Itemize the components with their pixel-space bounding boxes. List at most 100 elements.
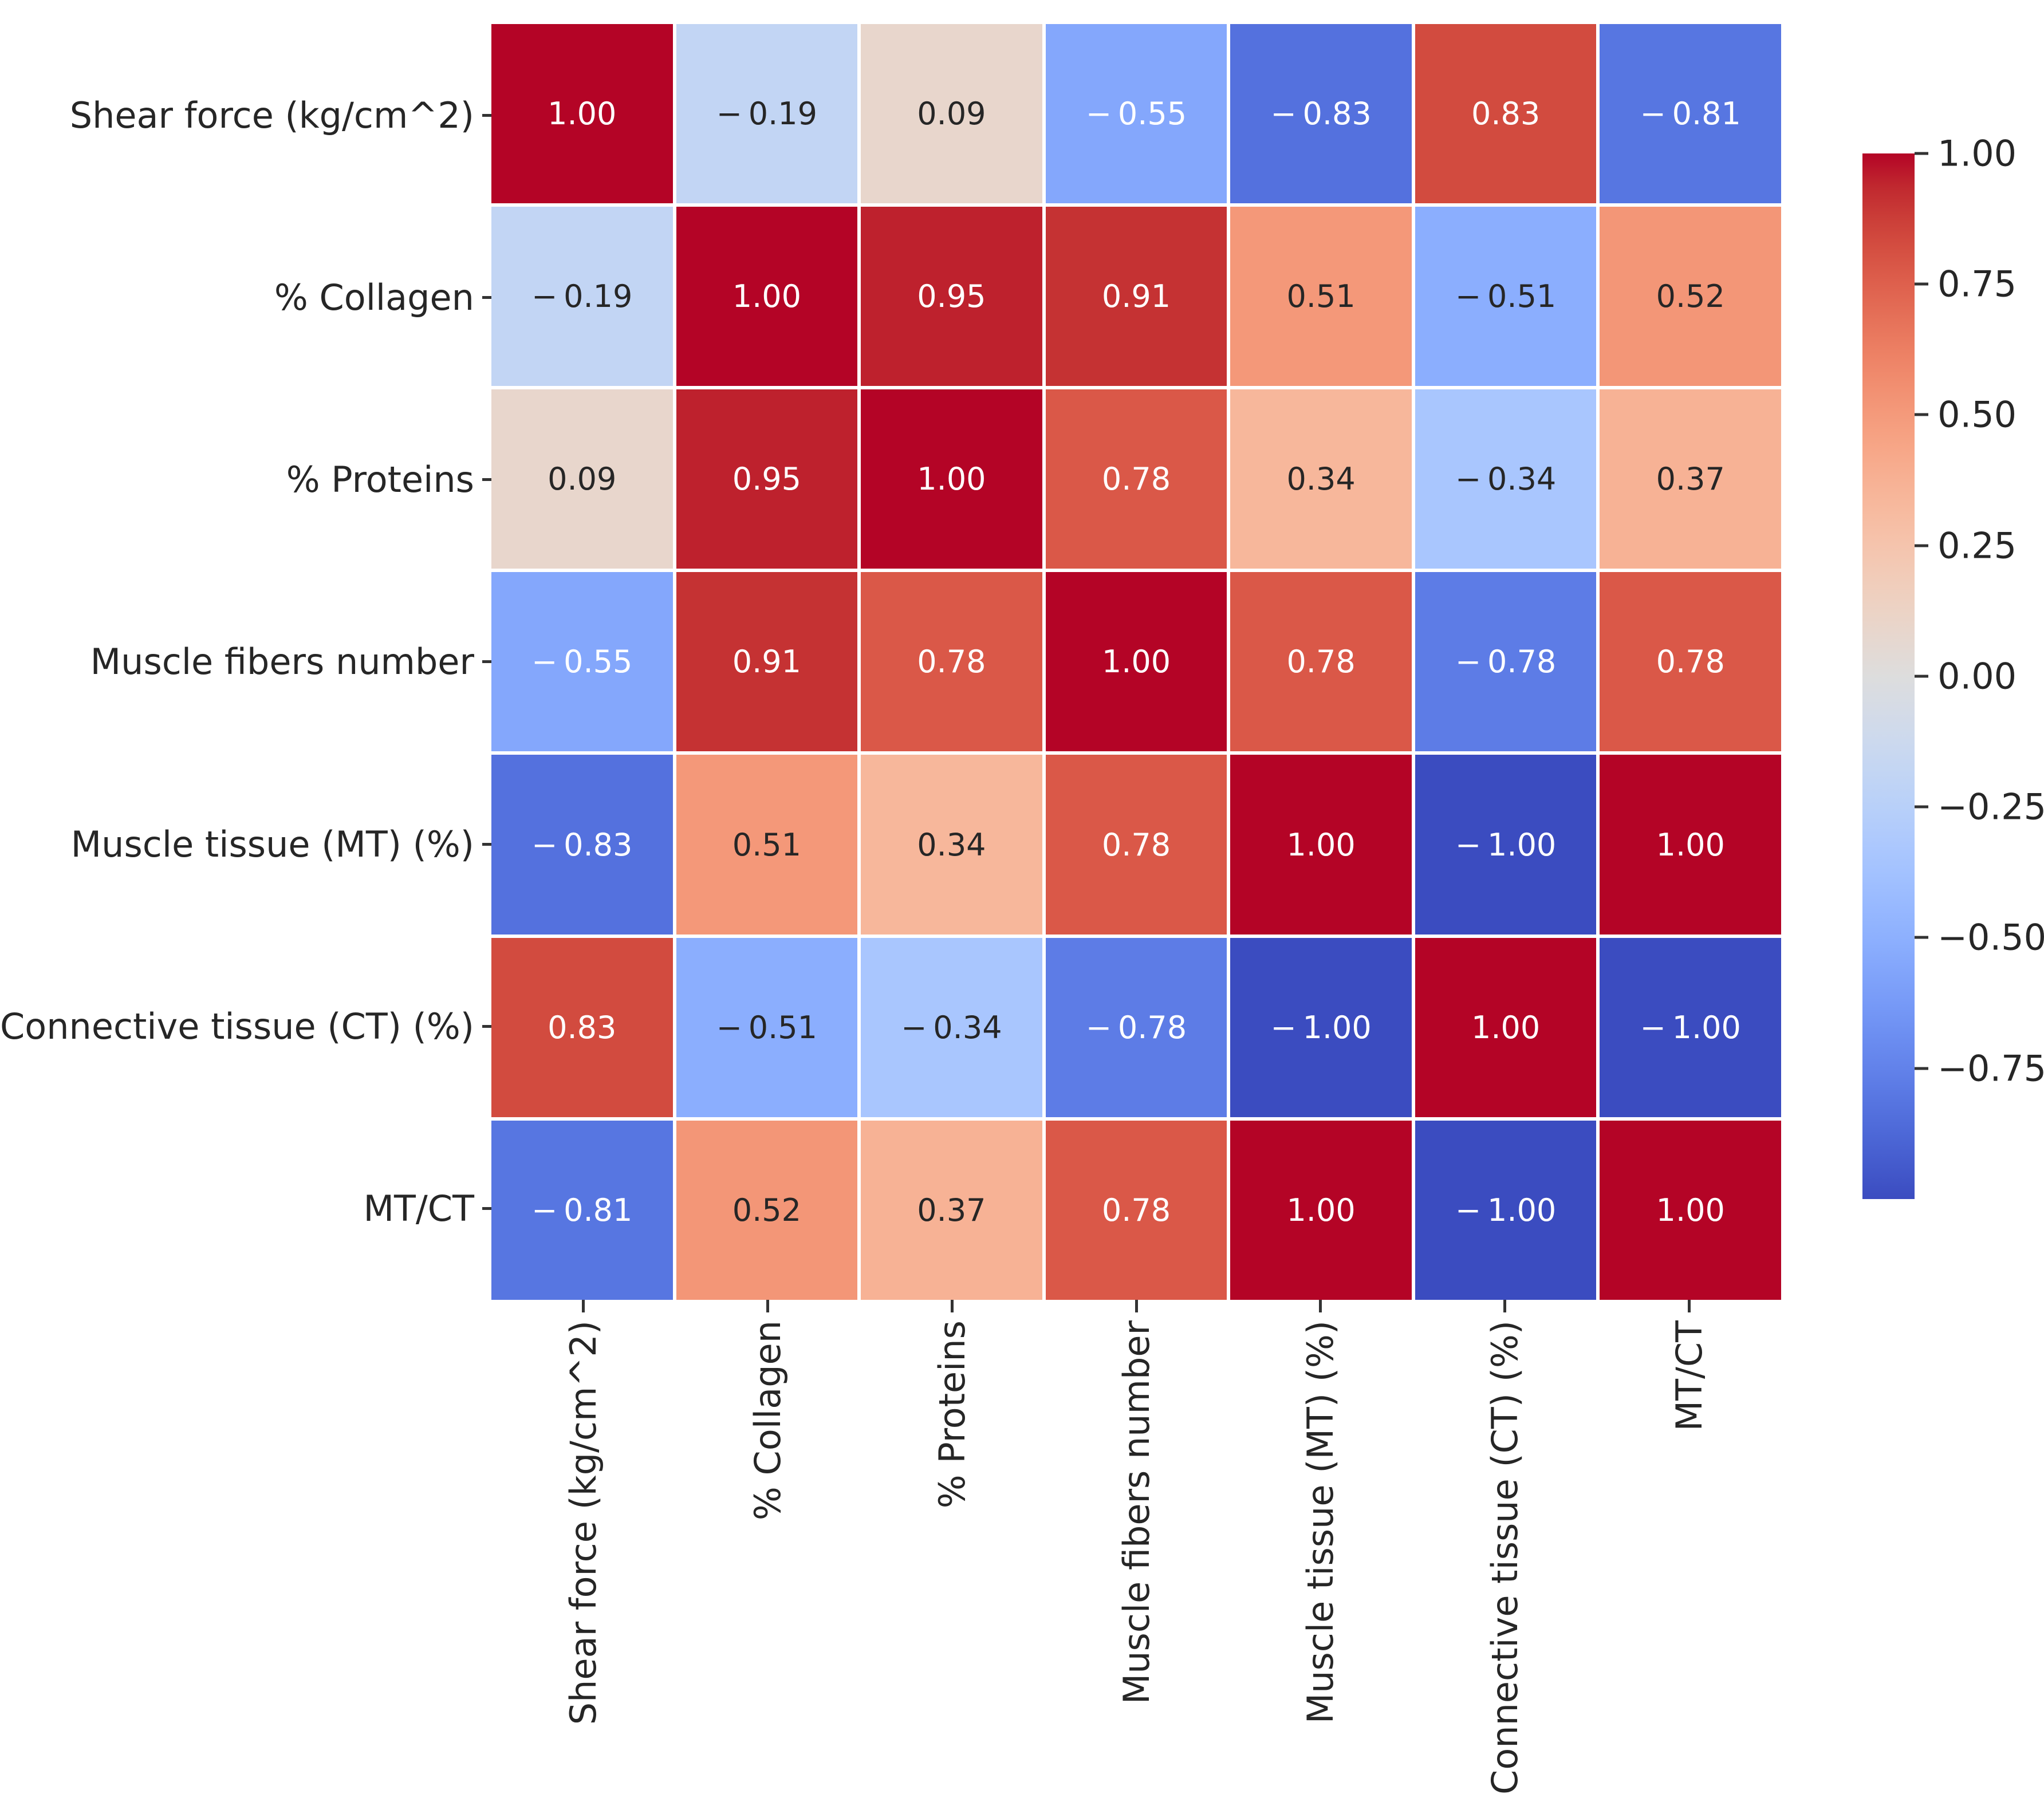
colorbar-tick-mark <box>1915 544 1929 547</box>
colorbar-tick-0: 1.00 <box>1915 132 2017 174</box>
colorbar-tick-label: 0.25 <box>1937 525 2017 567</box>
y-tick-label: Connective tissue (CT) (%) <box>0 1005 474 1047</box>
x-tick-2: % Proteins <box>860 1299 1044 1794</box>
x-tick-label: Muscle tissue (MT) (%) <box>1299 1320 1342 1724</box>
y-tick-3: Muscle fibers number <box>0 571 495 753</box>
cell-value: 0.34 <box>917 826 986 863</box>
x-tick-mark <box>582 1299 585 1312</box>
heatmap-cell-r4-c2: 0.34 <box>861 755 1042 935</box>
colorbar-tick-mark <box>1915 805 1929 809</box>
cell-value: − 0.78 <box>1085 1009 1187 1046</box>
cell-value: − 0.81 <box>1640 96 1741 132</box>
heatmap-cell-r3-c4: 0.78 <box>1230 572 1412 752</box>
cell-value: 0.91 <box>1101 278 1171 315</box>
heatmap-cell-r5-c1: − 0.51 <box>676 937 858 1117</box>
y-tick-label: % Proteins <box>286 459 474 501</box>
y-tick-5: Connective tissue (CT) (%) <box>0 935 495 1117</box>
heatmap-cell-r3-c3: 1.00 <box>1045 572 1227 752</box>
colorbar-tick-mark <box>1915 675 1929 678</box>
heatmap-cell-r1-c6: 0.52 <box>1600 207 1782 387</box>
heatmap-cell-r4-c5: − 1.00 <box>1415 755 1597 935</box>
cell-value: − 0.34 <box>1455 461 1557 498</box>
heatmap-cell-r3-c0: − 0.55 <box>491 572 673 752</box>
cell-value: − 1.00 <box>1270 1009 1372 1046</box>
colorbar-tick-6: −0.50 <box>1915 917 2044 959</box>
heatmap-cell-r0-c4: − 0.83 <box>1230 23 1412 204</box>
heatmap-cell-r2-c4: 0.34 <box>1230 389 1412 569</box>
y-tick-6: MT/CT <box>0 1118 495 1300</box>
heatmap-cell-r5-c3: − 0.78 <box>1045 937 1227 1117</box>
x-tick-label: % Proteins <box>931 1320 973 1509</box>
heatmap-cell-r3-c2: 0.78 <box>861 572 1042 752</box>
colorbar-tick-1: 0.75 <box>1915 263 2017 305</box>
heatmap-cell-r4-c6: 1.00 <box>1600 755 1782 935</box>
x-tick-mark <box>950 1299 954 1312</box>
cell-value: − 0.19 <box>716 96 817 132</box>
cell-value: 0.09 <box>917 96 986 132</box>
cell-value: − 0.81 <box>531 1192 633 1228</box>
colorbar-tick-label: 1.00 <box>1937 132 2017 175</box>
y-tick-label: Shear force (kg/cm^2) <box>69 94 474 136</box>
cell-value: 1.00 <box>548 96 617 132</box>
cell-value: 0.34 <box>1286 461 1356 498</box>
heatmap-cell-r6-c3: 0.78 <box>1045 1120 1227 1300</box>
colorbar-gradient <box>1862 153 1915 1199</box>
cell-value: 1.00 <box>1286 1192 1356 1228</box>
y-tick-2: % Proteins <box>0 389 495 571</box>
y-tick-mark <box>482 113 495 117</box>
heatmap-cell-r2-c3: 0.78 <box>1045 389 1227 569</box>
x-tick-label: MT/CT <box>1668 1320 1710 1432</box>
heatmap-cell-r5-c4: − 1.00 <box>1230 937 1412 1117</box>
colorbar-tick-5: −0.25 <box>1915 786 2044 828</box>
cell-value: 0.37 <box>1656 461 1725 498</box>
colorbar-tick-label: −0.50 <box>1937 916 2044 959</box>
heatmap-cell-r0-c6: − 0.81 <box>1600 23 1782 204</box>
colorbar-tick-label: 0.50 <box>1937 393 2017 436</box>
cell-value: − 1.00 <box>1640 1009 1741 1046</box>
heatmap-cell-r4-c4: 1.00 <box>1230 755 1412 935</box>
cell-value: 1.00 <box>917 461 986 498</box>
heatmap-cell-r5-c0: 0.83 <box>491 937 673 1117</box>
y-tick-label: MT/CT <box>363 1188 474 1230</box>
cell-value: 0.09 <box>548 461 617 498</box>
cell-value: 0.52 <box>732 1192 801 1228</box>
colorbar-tick-label: 0.00 <box>1937 655 2017 697</box>
heatmap-cell-r1-c1: 1.00 <box>676 207 858 387</box>
y-axis-labels: Shear force (kg/cm^2) % Collagen % Protein… <box>0 24 495 1300</box>
x-tick-mark <box>1135 1299 1138 1312</box>
heatmap-cell-r1-c0: − 0.19 <box>491 207 673 387</box>
heatmap-cell-r5-c6: − 1.00 <box>1600 937 1782 1117</box>
heatmap-cell-r6-c6: 1.00 <box>1600 1120 1782 1300</box>
colorbar-tick-mark <box>1915 282 1929 286</box>
heatmap-cell-r0-c5: 0.83 <box>1415 23 1597 204</box>
heatmap-cell-r5-c2: − 0.34 <box>861 937 1042 1117</box>
cell-value: 1.00 <box>1286 826 1356 863</box>
x-tick-0: Shear force (kg/cm^2) <box>491 1299 676 1794</box>
x-axis-labels: Shear force (kg/cm^2) % Collagen % Protein… <box>491 1299 1781 1794</box>
x-tick-mark <box>1319 1299 1322 1312</box>
heatmap-cell-r5-c5: 1.00 <box>1415 937 1597 1117</box>
x-tick-label: Shear force (kg/cm^2) <box>562 1320 605 1725</box>
heatmap-cell-r6-c0: − 0.81 <box>491 1120 673 1300</box>
y-tick-mark <box>482 1024 495 1028</box>
colorbar-tick-label: 0.75 <box>1937 263 2017 305</box>
x-tick-5: Connective tissue (CT) (%) <box>1413 1299 1597 1794</box>
cell-value: 1.00 <box>1471 1009 1541 1046</box>
cell-value: 0.78 <box>1286 644 1356 680</box>
heatmap-cell-r3-c6: 0.78 <box>1600 572 1782 752</box>
colorbar: 1.00 0.75 0.50 0.25 0.00 −0.25 −0.50 −0.75 <box>1862 132 2044 1199</box>
y-tick-1: % Collagen <box>0 206 495 388</box>
y-tick-mark <box>482 660 495 664</box>
cell-value: − 0.55 <box>531 644 633 680</box>
cell-value: − 0.83 <box>1270 96 1372 132</box>
cell-value: 0.91 <box>732 644 801 680</box>
heatmap-cell-r6-c1: 0.52 <box>676 1120 858 1300</box>
cell-value: − 0.51 <box>716 1009 817 1046</box>
y-tick-mark <box>482 1207 495 1211</box>
cell-value: 0.51 <box>732 826 801 863</box>
cell-value: 0.78 <box>1656 644 1725 680</box>
x-tick-3: Muscle fibers number <box>1044 1299 1228 1794</box>
x-tick-1: % Collagen <box>676 1299 860 1794</box>
cell-value: 1.00 <box>1656 1192 1725 1228</box>
heatmap-cell-r1-c5: − 0.51 <box>1415 207 1597 387</box>
